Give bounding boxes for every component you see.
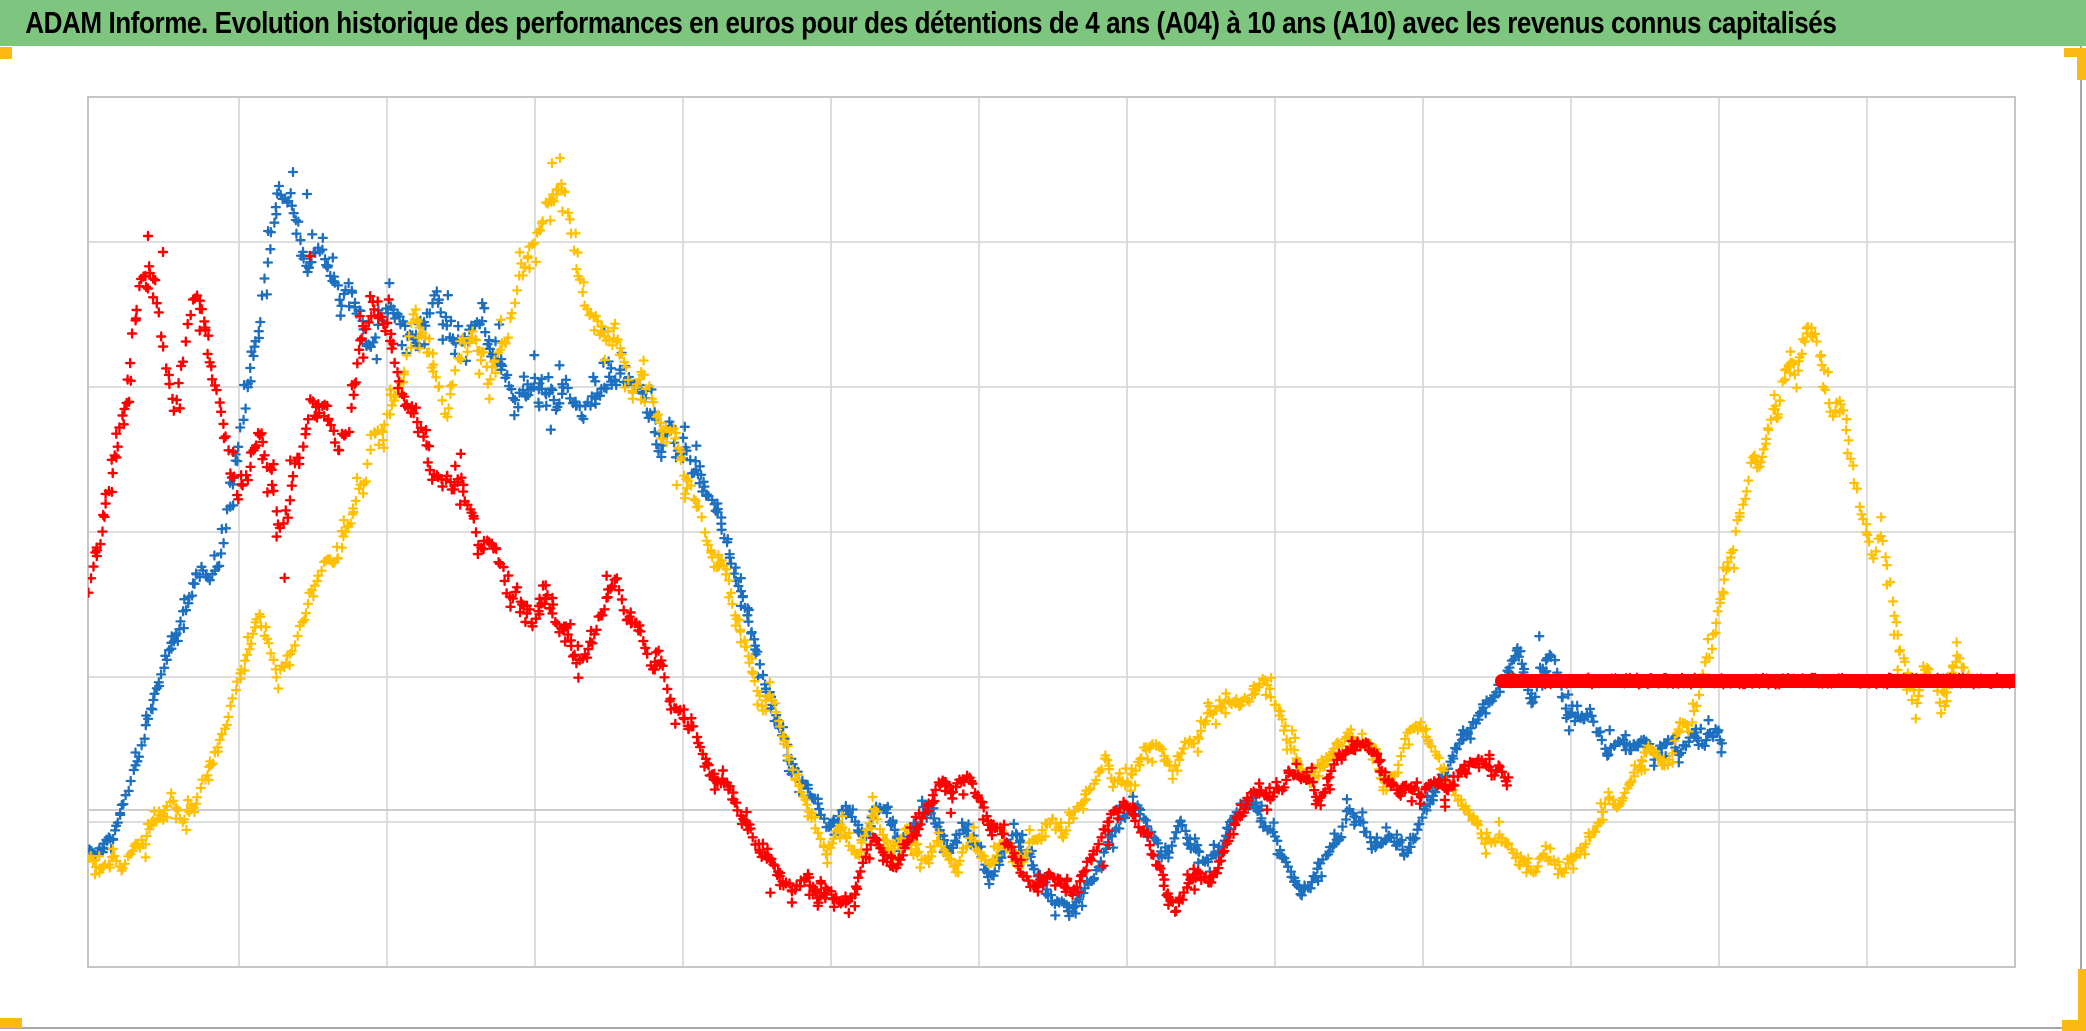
- yellow-corner-bottom-left: [0, 1018, 22, 1028]
- yellow-corner-top-left: [0, 47, 12, 59]
- yellow-corner-top-right: [2064, 48, 2086, 57]
- yellow-corner-bottom-right-vertical: [2078, 969, 2086, 1031]
- series-gold: [88, 152, 1974, 880]
- series-red: [88, 230, 1514, 919]
- bottom-edge-line: [0, 1027, 2086, 1029]
- right-edge-line: [2080, 46, 2082, 1028]
- plot-grid: [87, 96, 2016, 968]
- series-blue: [88, 166, 1727, 922]
- yellow-corner-top-right-vertical: [2077, 48, 2086, 80]
- red-constant-line: [1495, 672, 2015, 690]
- page-title: ADAM Informe. Evolution historique des p…: [25, 5, 1837, 40]
- yellow-corner-bottom-right-horizontal: [2062, 1020, 2086, 1031]
- plot-border: [87, 96, 2016, 968]
- title-bar: ADAM Informe. Evolution historique des p…: [0, 0, 2086, 46]
